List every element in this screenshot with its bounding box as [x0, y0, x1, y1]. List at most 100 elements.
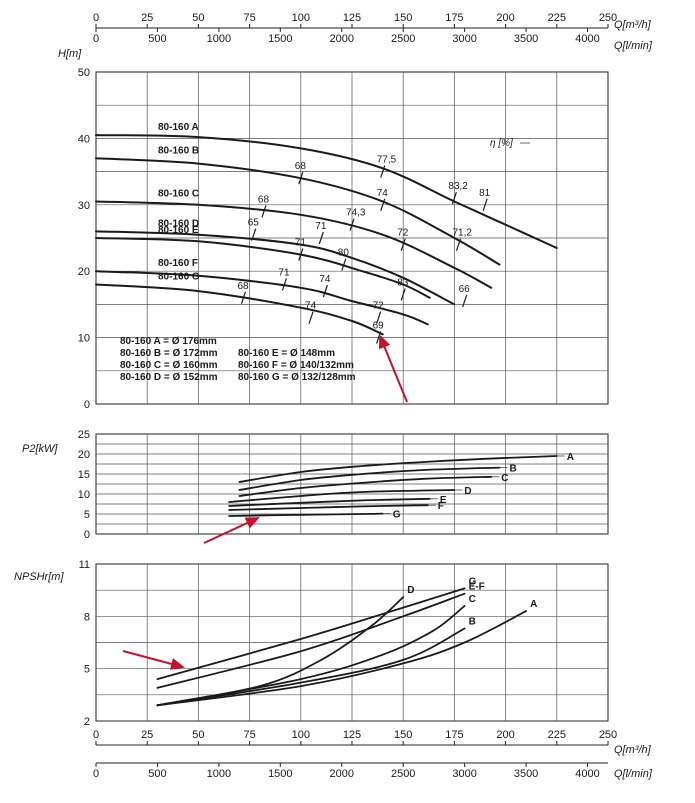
power-y-axis-label: P2[kW]	[22, 443, 58, 455]
efficiency-tick	[341, 258, 347, 271]
efficiency-tick	[380, 198, 386, 211]
size-f: 80-160 F = Ø 140/132mm	[238, 360, 354, 371]
top-m3h-ticks: 0 25 50 75 100 125 150 175 200 225 250	[93, 12, 617, 28]
curve-label: 80-160 F	[158, 258, 198, 269]
curve-d	[228, 489, 456, 503]
curve-f	[228, 504, 429, 511]
size-a: 80-160 A = Ø 176mm	[120, 336, 217, 347]
size-g: 80-160 G = Ø 132/128mm	[238, 372, 356, 383]
efficiency-value: 72	[373, 301, 385, 312]
efficiency-value: 81	[479, 188, 491, 199]
m3h-tick-label: 0	[93, 729, 99, 741]
curve-label: 80-160 D	[158, 218, 199, 229]
head-y-ticks: 0 10 20 30 40 50	[78, 67, 90, 411]
top-m3h-axis-label: Q[m³/h]	[614, 19, 652, 31]
curve-label: E	[440, 495, 447, 506]
curve-label: D	[464, 486, 471, 497]
efficiency-tick	[261, 205, 267, 218]
efficiency-tick	[455, 238, 462, 251]
efficiency-value: 69	[373, 321, 385, 332]
power-panel: 0 5 10 15 20 25 P2[kW] A BC D EF G	[22, 429, 609, 544]
curve-g	[228, 512, 384, 517]
curve-80-160-a	[95, 134, 558, 249]
efficiency-tick	[451, 191, 457, 205]
npsh-panel: 2 5 8 11 NPSHr[m] A B C D E-FG	[14, 559, 609, 728]
size-b: 80-160 B = Ø 172mm	[120, 348, 218, 359]
efficiency-value: 83	[397, 277, 409, 288]
curve-label: D	[407, 585, 414, 596]
m3h-tick-label: 175	[445, 12, 463, 24]
m3h-tick-label: 250	[599, 729, 617, 741]
efficiency-value: 71	[315, 221, 327, 232]
m3h-tick-label: 75	[243, 12, 255, 24]
y-tick-label: 25	[78, 429, 90, 441]
bottom-lmin-axis-label: Q[l/min]	[614, 768, 653, 780]
curve-label: B	[469, 617, 476, 628]
curve-label: E-F	[469, 582, 485, 593]
power-y-ticks: 0 5 10 15 20 25	[78, 429, 90, 541]
curve-label: C	[501, 473, 508, 484]
curve-label: B	[509, 464, 516, 475]
curve-label: G	[469, 576, 477, 587]
y-tick-label: 10	[78, 333, 90, 345]
m3h-tick-label: 100	[292, 729, 310, 741]
efficiency-value: 72	[397, 228, 409, 239]
efficiency-tick	[281, 278, 287, 291]
top-lmin-axis-label: Q[l/min]	[614, 40, 653, 52]
lmin-tick-label: 4000	[575, 33, 599, 45]
m3h-tick-label: 0	[93, 12, 99, 24]
npsh-y-axis-label: NPSHr[m]	[14, 571, 64, 583]
efficiency-value: 80	[338, 248, 350, 259]
efficiency-tick	[400, 238, 406, 251]
efficiency-tick	[240, 291, 247, 304]
bottom-m3h-axis-label: Q[m³/h]	[614, 744, 652, 756]
curve-label: A	[567, 452, 574, 463]
power-curves	[228, 455, 558, 517]
y-tick-label: 10	[78, 489, 90, 501]
curve-80-160-f	[95, 270, 429, 326]
bottom-m3h-ticks: 0 25 50 75 100 125 150 175 200 225 250	[93, 729, 617, 745]
head-curve-labels: 80-160 A 80-160 B 80-160 C 80-160 D80-160 E…	[158, 122, 200, 282]
head-y-axis-label: H[m]	[58, 48, 82, 60]
efficiency-tick	[298, 172, 304, 185]
efficiency-value: 74	[305, 301, 317, 312]
m3h-tick-label: 100	[292, 12, 310, 24]
lmin-tick-label: 4000	[575, 768, 599, 780]
size-d: 80-160 D = Ø 152mm	[120, 372, 218, 383]
npsh-pointer-arrow	[122, 650, 185, 670]
efficiency-value: 68	[258, 194, 270, 205]
m3h-tick-label: 225	[548, 729, 566, 741]
lmin-tick-label: 2500	[391, 33, 415, 45]
y-tick-label: 5	[84, 509, 90, 521]
m3h-tick-label: 50	[192, 12, 204, 24]
m3h-tick-label: 200	[496, 729, 514, 741]
efficiency-tick	[308, 311, 314, 324]
size-c: 80-160 C = Ø 160mm	[120, 360, 218, 371]
npsh-curve-labels: A B C D E-FG	[407, 576, 537, 627]
curve-d	[156, 596, 405, 707]
efficiency-value: 74,3	[346, 208, 366, 219]
efficiency-tick	[298, 248, 304, 261]
curve-label: 80-160 G	[158, 271, 200, 282]
efficiency-value: 68	[295, 161, 307, 172]
efficiency-tick	[251, 228, 257, 241]
lmin-tick-label: 500	[148, 768, 166, 780]
curve-a	[238, 455, 558, 483]
m3h-tick-label: 25	[141, 12, 153, 24]
m3h-tick-label: 125	[343, 729, 361, 741]
m3h-tick-label: 75	[243, 729, 255, 741]
curve-80-160-c	[95, 200, 493, 289]
efficiency-tick	[462, 294, 468, 308]
curve-label: 80-160 A	[158, 122, 199, 133]
lmin-tick-label: 500	[148, 33, 166, 45]
efficiency-label: η [%]	[490, 138, 513, 149]
m3h-tick-label: 150	[394, 12, 412, 24]
curve-label: F	[438, 501, 444, 512]
lmin-tick-label: 3000	[452, 33, 476, 45]
efficiency-tick	[400, 288, 406, 301]
m3h-tick-label: 225	[548, 12, 566, 24]
head-curves	[95, 134, 558, 336]
m3h-tick-label: 175	[445, 729, 463, 741]
